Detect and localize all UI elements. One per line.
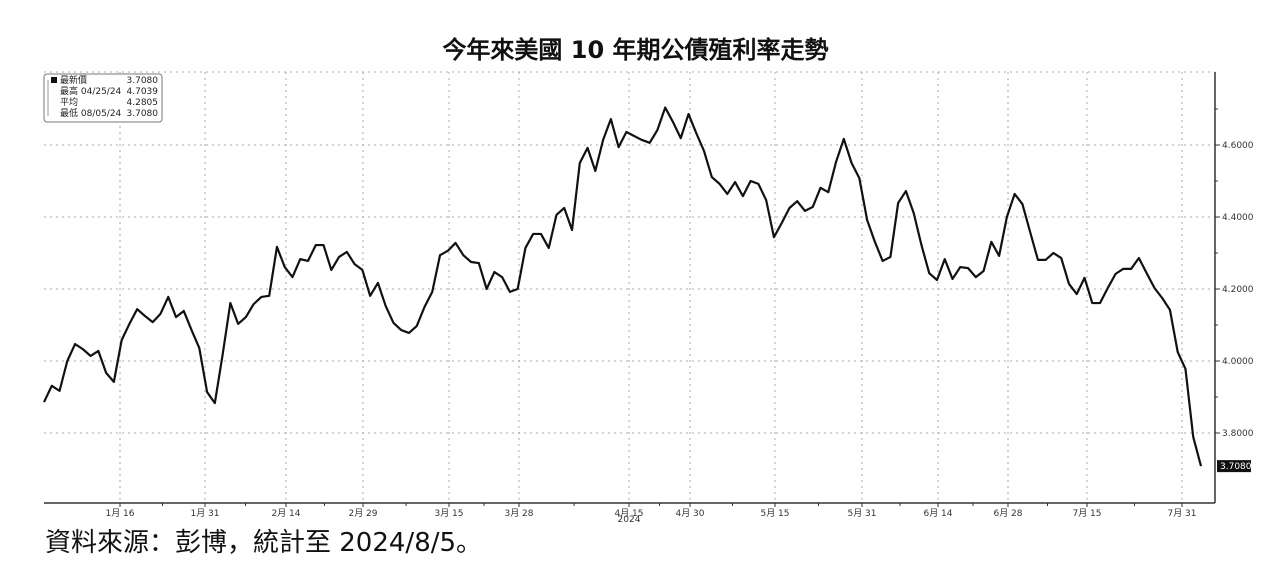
- legend-value: 4.2805: [127, 98, 159, 108]
- legend: 最新價 3.7080 最高 04/25/24 4.7039 平均 4.2805 最低 08/…: [43, 73, 163, 123]
- source-footnote: 資料來源：彭博，統計至 2024/8/5。: [45, 528, 483, 558]
- x-tick-label: 4月 15: [614, 508, 643, 519]
- series-line-group: [43, 106, 1203, 467]
- legend-value: 3.7080: [127, 109, 159, 119]
- x-tick-label: 7月 15: [1072, 508, 1101, 519]
- x-tick-label: 5月 31: [847, 508, 876, 519]
- x-tick-label: 3月 28: [504, 508, 533, 519]
- x-tick-label: 6月 28: [993, 508, 1022, 519]
- yield-line: [43, 106, 1203, 467]
- legend-label: 最新價: [60, 74, 87, 86]
- grid: [44, 71, 1215, 503]
- legend-square-icon: [51, 77, 57, 83]
- last-value-tag: [1217, 460, 1251, 473]
- y-tick-label: 4.6000: [1222, 141, 1254, 151]
- x-tick-label: 2月 29: [348, 508, 377, 519]
- legend-label: 平均: [60, 96, 78, 108]
- last-value-label: 3.7080: [1220, 462, 1252, 472]
- x-tick-label: 1月 31: [190, 508, 219, 519]
- legend-value: 3.7080: [127, 76, 159, 86]
- y-tick-label: 4.0000: [1222, 357, 1254, 367]
- x-tick-label: 5月 15: [760, 508, 789, 519]
- x-tick-label: 7月 31: [1167, 508, 1196, 519]
- legend-value: 4.7039: [127, 87, 159, 97]
- legend-box: [43, 73, 163, 123]
- x-tick-label: 2月 14: [271, 508, 300, 519]
- legend-label: 最低 08/05/24: [60, 107, 122, 119]
- legend-label: 最高 04/25/24: [60, 85, 122, 97]
- y-tick-label: 3.8000: [1222, 429, 1254, 439]
- axes: 3.8000 4.0000 4.2000 4.4000 4.6000 1月 16 1月 31…: [44, 72, 1254, 525]
- x-tick-label: 4月 30: [675, 508, 704, 519]
- y-tick-label: 4.2000: [1222, 285, 1254, 295]
- x-tick-label: 1月 16: [105, 508, 134, 519]
- y-tick-label: 4.4000: [1222, 213, 1254, 223]
- year-label: 2024: [618, 515, 641, 525]
- chart-title: 今年來美國 10 年期公債殖利率走勢: [442, 36, 829, 64]
- x-tick-label: 6月 14: [923, 508, 952, 519]
- x-tick-label: 3月 15: [434, 508, 463, 519]
